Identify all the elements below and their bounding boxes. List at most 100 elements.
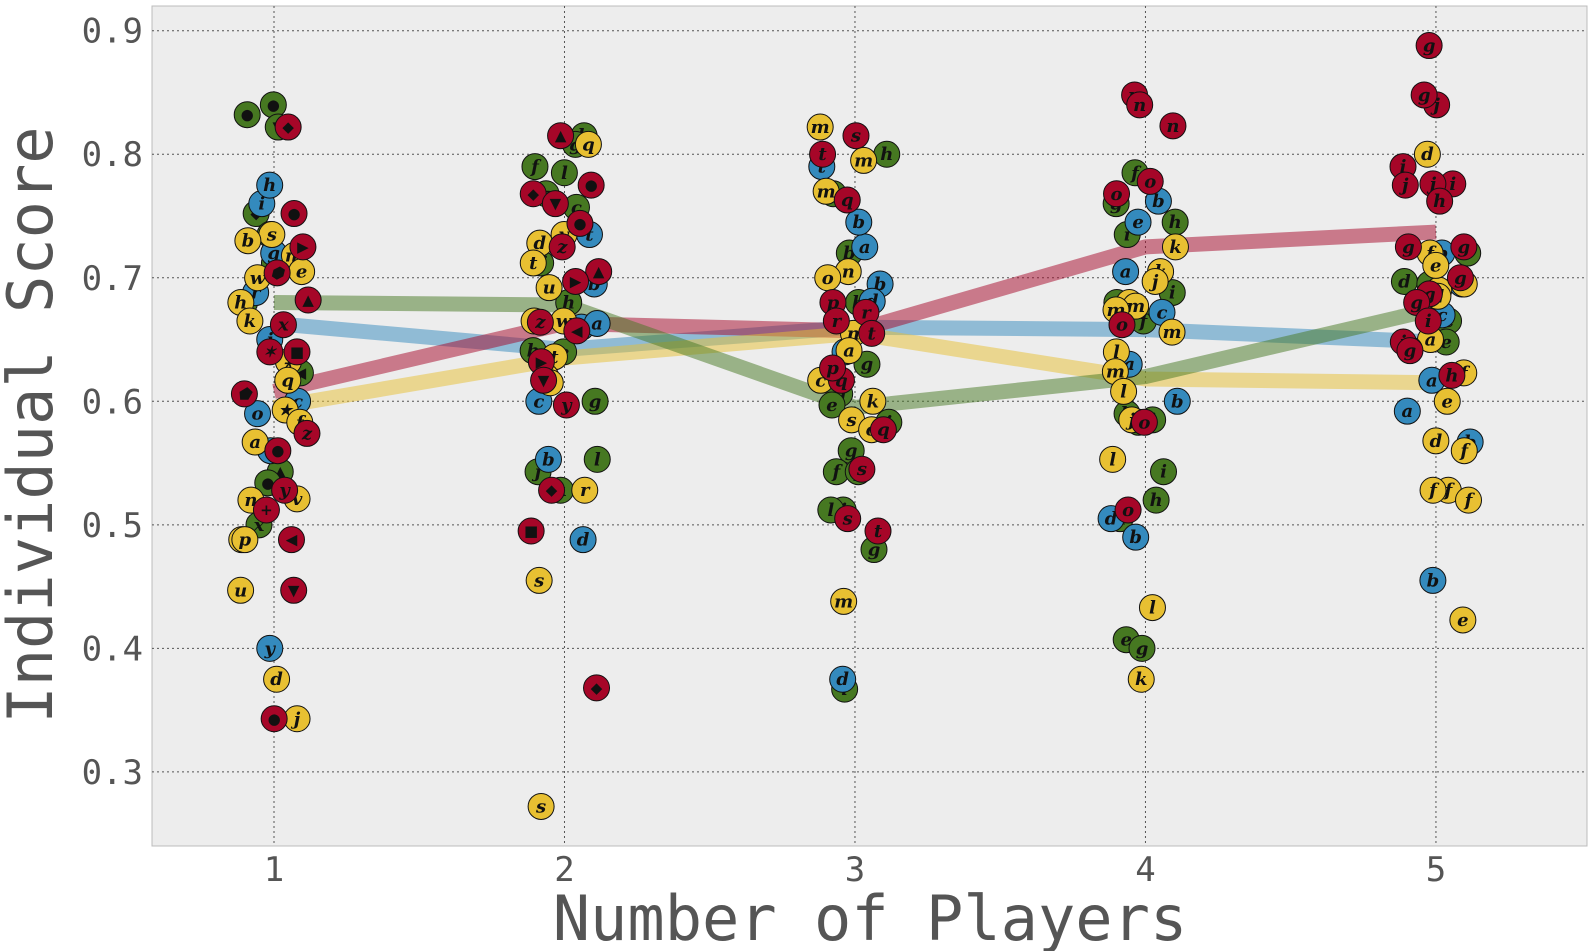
point-marker <box>521 153 549 181</box>
point-label: ● <box>267 96 280 114</box>
point-label: n <box>1133 95 1146 116</box>
point-marker <box>274 366 302 394</box>
point-label: s <box>266 225 277 246</box>
point-label: o <box>1111 184 1123 205</box>
x-tick-label: 4 <box>1135 850 1155 890</box>
point-label: t <box>585 225 594 246</box>
point-marker <box>274 113 302 141</box>
point-label: ◀ <box>286 531 298 549</box>
point-label: a <box>843 341 855 362</box>
point-label: ● <box>261 474 274 492</box>
point-marker <box>294 286 322 314</box>
point-label: f <box>830 462 843 483</box>
point-marker <box>833 186 861 214</box>
point-label: x <box>277 315 289 336</box>
point-label: e <box>1457 610 1468 631</box>
point-marker <box>230 380 258 408</box>
point-label: s <box>535 796 546 817</box>
data-point-blue: b <box>1122 523 1150 551</box>
data-point-red: g <box>1410 81 1438 109</box>
point-label: l <box>827 500 834 521</box>
x-tick-label: 3 <box>845 850 865 890</box>
point-marker <box>845 208 873 236</box>
point-marker <box>830 587 858 615</box>
point-label: s <box>850 126 861 147</box>
point-label: r <box>580 480 591 501</box>
point-marker <box>256 171 284 199</box>
point-label: ● <box>287 205 300 223</box>
data-point-green: l <box>583 445 611 473</box>
data-point-red: ▼ <box>530 366 558 394</box>
point-marker <box>1127 665 1155 693</box>
data-point-red: g <box>1396 337 1424 365</box>
data-point-yellow: s <box>525 566 553 594</box>
data-point-green: f <box>521 153 549 181</box>
point-label: ▲ <box>555 127 567 145</box>
point-label: d <box>1430 431 1443 452</box>
point-label: l <box>561 163 568 184</box>
point-label: a <box>591 313 603 334</box>
point-label: j <box>1399 175 1409 196</box>
point-label: i <box>1160 462 1167 483</box>
point-label: o <box>1144 171 1156 192</box>
point-label: g <box>1136 638 1149 659</box>
point-label: ◆ <box>527 185 539 203</box>
data-point-blue: b <box>1163 387 1191 415</box>
point-marker <box>1415 32 1443 60</box>
data-point-green: i <box>1150 458 1178 486</box>
point-label: d <box>577 530 590 551</box>
point-marker <box>1433 387 1461 415</box>
point-marker <box>1426 187 1454 215</box>
data-point-red: n <box>1126 91 1154 119</box>
point-label: m <box>854 150 873 171</box>
point-label: o <box>1138 412 1150 433</box>
point-label: y <box>264 638 277 659</box>
point-label: z <box>534 312 546 333</box>
data-point-yellow: k <box>236 307 264 335</box>
data-point-red: o <box>1114 496 1142 524</box>
point-marker <box>293 419 321 447</box>
data-point-red: o <box>1103 180 1131 208</box>
point-marker <box>535 274 563 302</box>
data-point-green: g <box>581 387 609 415</box>
point-marker <box>1410 81 1438 109</box>
point-label: ▲ <box>302 291 314 309</box>
point-marker <box>538 476 566 504</box>
point-label: c <box>1157 302 1168 323</box>
point-label: ◀ <box>571 322 583 340</box>
data-point-red: s <box>842 122 870 150</box>
data-point-blue: h <box>256 171 284 199</box>
x-tick-label: 5 <box>1426 850 1446 890</box>
point-label: r <box>861 302 872 323</box>
data-point-green: g <box>1128 634 1156 662</box>
point-marker <box>256 338 284 366</box>
point-label: t <box>874 521 883 542</box>
point-label: ⬢ <box>271 264 286 282</box>
point-label: b <box>1129 527 1142 548</box>
y-tick-label: 0.4 <box>82 629 143 669</box>
point-label: o <box>1116 315 1128 336</box>
point-label: i <box>1124 225 1131 246</box>
point-label: d <box>1105 509 1118 530</box>
data-point-red: ■ <box>283 338 311 366</box>
data-point-red: o <box>1130 408 1158 436</box>
data-point-yellow: b <box>234 227 262 255</box>
data-point-yellow: o <box>814 264 842 292</box>
data-point-red: h <box>1426 187 1454 215</box>
point-label: o <box>1122 500 1134 521</box>
point-label: h <box>234 292 247 313</box>
data-point-red: y <box>552 391 580 419</box>
data-point-yellow: a <box>241 428 269 456</box>
point-label: m <box>1163 322 1182 343</box>
point-marker <box>848 455 876 483</box>
point-marker <box>834 505 862 533</box>
data-point-red: t <box>858 319 886 347</box>
point-label: e <box>826 395 837 416</box>
point-label: y <box>278 480 291 501</box>
data-point-red: s <box>848 455 876 483</box>
data-point-red: ■ <box>517 517 545 545</box>
data-point-yellow: e <box>1422 251 1450 279</box>
point-label: f <box>1427 480 1440 501</box>
point-label: a <box>859 237 871 258</box>
point-label: i <box>1169 283 1176 304</box>
